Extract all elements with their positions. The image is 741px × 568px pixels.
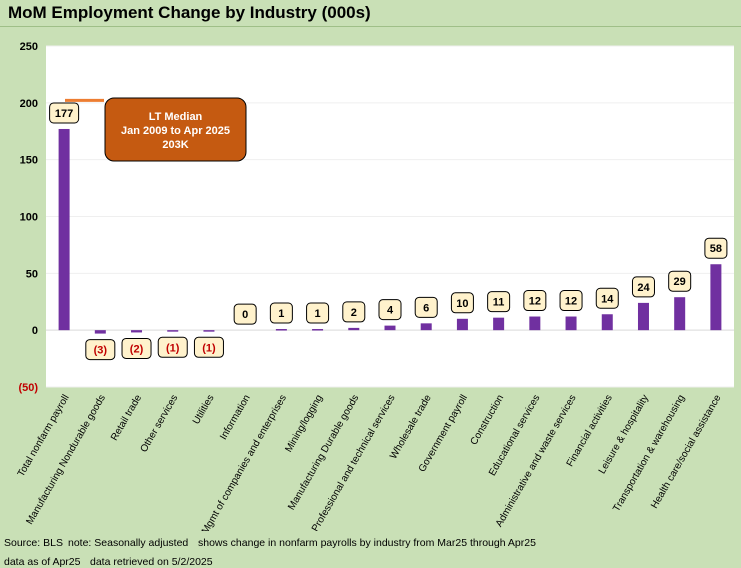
x-tick-label: Utilities — [191, 393, 217, 426]
value-label-box — [487, 291, 511, 313]
x-tick-label: Health care/social assistance — [649, 393, 723, 511]
median-callout-box — [104, 97, 247, 162]
x-tick-label: Manufacturing Nondurable goods — [24, 393, 107, 527]
footer-source: Source: BLS — [4, 537, 63, 549]
y-axis-ticks: (50) 0 50 100 150 200 250 — [18, 41, 38, 394]
value-label-box — [121, 337, 152, 359]
value-label-box — [523, 290, 547, 312]
value-label-box — [450, 292, 474, 314]
y-tick-label: (50) — [18, 382, 38, 394]
value-label: (2) — [130, 343, 144, 355]
bar — [94, 330, 106, 334]
y-tick-label: 0 — [32, 325, 38, 337]
bar — [131, 330, 143, 333]
value-label: 0 — [242, 309, 248, 321]
value-label: 29 — [674, 276, 686, 288]
x-tick-label: Retail trade — [109, 393, 144, 443]
bar — [275, 329, 287, 331]
bar — [565, 316, 577, 331]
bar — [601, 314, 613, 331]
value-label-box — [668, 270, 692, 292]
value-label-box — [704, 237, 728, 259]
value-label-box — [631, 276, 655, 298]
value-label: 177 — [55, 108, 73, 120]
value-label-box — [85, 339, 116, 361]
value-label: 24 — [637, 282, 650, 294]
bar — [710, 264, 722, 331]
x-tick-label: Other services — [139, 393, 181, 454]
bar — [58, 128, 70, 331]
chart-title-bar: MoM Employment Change by Industry (000s) — [0, 0, 741, 27]
value-label-box — [414, 296, 438, 318]
y-tick-label: 200 — [20, 98, 38, 110]
footer-retrieved: data retrieved on 5/2/2025 — [90, 556, 213, 568]
value-label: 2 — [351, 307, 357, 319]
value-label-box — [269, 302, 293, 324]
value-label-box — [342, 301, 366, 323]
value-label: 14 — [601, 293, 614, 305]
value-label-box — [157, 336, 188, 358]
bar — [493, 317, 505, 331]
chart-title: MoM Employment Change by Industry (000s) — [8, 3, 371, 22]
median-annotation: LT Median Jan 2009 to Apr 2025 203K — [65, 97, 247, 162]
y-tick-label: 250 — [20, 41, 38, 53]
median-callout-line2: Jan 2009 to Apr 2025 — [121, 125, 230, 137]
x-tick-label: Transportation & warehousing — [611, 393, 687, 514]
bar — [348, 327, 360, 331]
footer-description: shows change in nonfarm payrolls by indu… — [198, 537, 536, 549]
value-label-box — [378, 299, 402, 321]
value-label: 12 — [565, 296, 577, 308]
bar — [384, 325, 396, 331]
value-label: (1) — [202, 342, 216, 354]
bar — [456, 318, 468, 331]
x-tick-label: Mining/logging — [283, 393, 325, 454]
y-tick-label: 150 — [20, 155, 38, 167]
median-callout-line3: 203K — [162, 139, 188, 151]
bar — [203, 330, 215, 332]
value-label-box — [233, 303, 257, 325]
value-label: 10 — [456, 298, 468, 310]
median-callout-line1: LT Median — [149, 111, 203, 123]
x-tick-label: Information — [218, 393, 253, 442]
bar — [312, 329, 324, 331]
value-label-box — [595, 287, 619, 309]
value-label-box — [559, 290, 583, 312]
value-label-box — [193, 336, 224, 358]
x-tick-label: Manufacturing Durable goods — [286, 393, 361, 512]
bar — [674, 297, 686, 331]
value-label: (1) — [166, 342, 180, 354]
value-label: 6 — [423, 302, 429, 314]
bar — [420, 323, 432, 331]
value-label: (3) — [94, 345, 108, 357]
value-label-box — [306, 302, 330, 324]
x-tick-label: Mgmt of companies and enterprises — [200, 393, 289, 531]
y-tick-label: 50 — [26, 268, 38, 280]
value-label: 1 — [278, 308, 284, 320]
footer-as-of: data as of Apr25 — [4, 556, 81, 568]
footer-note: note: Seasonally adjusted — [68, 537, 189, 549]
y-tick-label: 100 — [20, 212, 38, 224]
x-tick-label: Construction — [469, 393, 507, 447]
value-label: 1 — [315, 308, 321, 320]
value-label: 4 — [387, 305, 394, 317]
bar — [529, 316, 541, 331]
bar — [167, 330, 179, 332]
value-label: 11 — [493, 297, 505, 309]
bars — [58, 128, 722, 334]
value-label-box — [49, 102, 80, 124]
value-label: 58 — [710, 243, 722, 255]
value-label: 12 — [529, 296, 541, 308]
bar — [637, 302, 649, 331]
